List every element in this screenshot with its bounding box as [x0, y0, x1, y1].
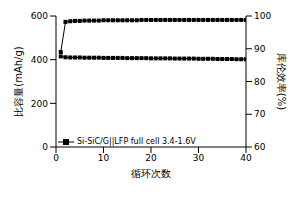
svg-text:0: 0	[53, 153, 59, 163]
svg-text:循环次数: 循环次数	[131, 168, 171, 179]
svg-text:60: 60	[254, 142, 266, 152]
svg-text:90: 90	[254, 44, 266, 54]
svg-text:30: 30	[193, 153, 205, 163]
svg-text:比容量(mAh/g): 比容量(mAh/g)	[13, 46, 24, 117]
svg-text:10: 10	[98, 153, 110, 163]
svg-text:400: 400	[31, 55, 48, 65]
svg-text:0: 0	[42, 142, 48, 152]
svg-text:库伦效率(%): 库伦效率(%)	[276, 53, 287, 110]
svg-text:40: 40	[240, 153, 252, 163]
svg-text:20: 20	[145, 153, 157, 163]
svg-text:200: 200	[31, 99, 48, 109]
svg-text:100: 100	[254, 11, 271, 21]
svg-text:600: 600	[31, 11, 48, 21]
svg-text:70: 70	[254, 109, 266, 119]
svg-text:80: 80	[254, 77, 266, 87]
html-text:Si-SiC/G||LFP full cell 3.4-1.: Si-SiC/G||LFP full cell 3.4-1.6V	[77, 137, 196, 146]
